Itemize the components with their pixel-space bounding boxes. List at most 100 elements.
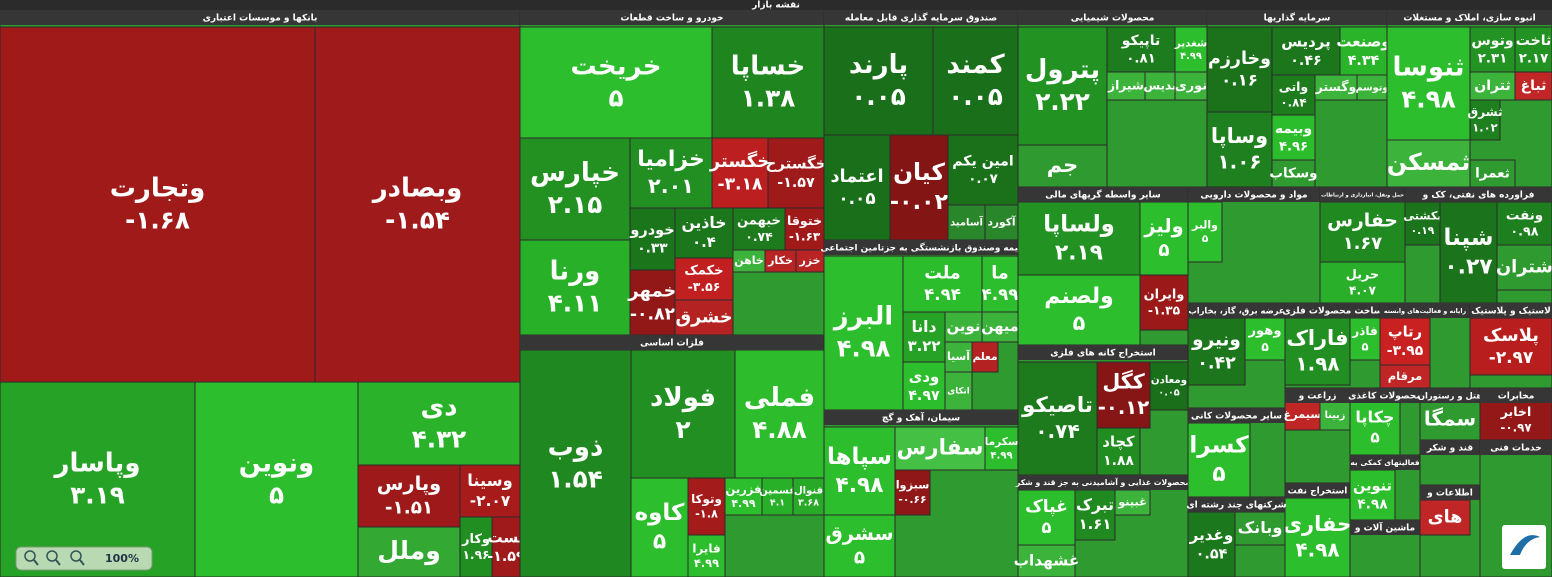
tile-rect[interactable] <box>932 26 1019 136</box>
tile-rect[interactable] <box>314 26 521 383</box>
tile-rect[interactable] <box>889 134 949 241</box>
tile-rect[interactable] <box>944 341 973 373</box>
tile-rect[interactable] <box>711 137 769 209</box>
zoom-button-handle[interactable] <box>55 559 61 566</box>
stock-tile[interactable]: آکورد <box>984 204 1019 241</box>
stock-tile[interactable]: واتی ۰.۸۴ <box>1271 74 1316 116</box>
tile-rect[interactable] <box>674 257 734 301</box>
stock-tile[interactable]: خاذین ۰.۴ <box>674 207 734 259</box>
tile-rect[interactable] <box>1096 361 1151 429</box>
stock-tile[interactable]: وبیمه ۴.۹۶ <box>1271 114 1316 161</box>
stock-tile[interactable]: دانا ۳.۲۲ <box>902 311 946 363</box>
stock-tile[interactable]: پست -۱.۵۹ <box>487 516 525 577</box>
tile-rect[interactable] <box>1496 201 1552 246</box>
stock-tile[interactable]: نوین <box>944 311 983 343</box>
tile-rect[interactable] <box>792 477 825 516</box>
tile-rect[interactable] <box>894 426 986 471</box>
stock-tile[interactable]: سمگا <box>1419 399 1481 441</box>
tile-rect[interactable] <box>1017 361 1098 476</box>
tile-rect[interactable] <box>732 207 786 251</box>
stock-tile[interactable]: خزر <box>795 249 825 273</box>
stock-tile[interactable]: ولیز ۵ <box>1139 201 1189 276</box>
stock-tile[interactable]: دی۴.۳۲ <box>357 381 521 466</box>
tile-rect[interactable] <box>1386 139 1471 188</box>
stock-tile[interactable]: وغدیر ۰.۵۴ <box>1187 511 1236 577</box>
stock-tile[interactable]: فاراک ۱.۹۸ <box>1284 317 1351 386</box>
stock-tile[interactable]: غبینو <box>1114 489 1151 516</box>
tile-rect[interactable] <box>629 207 676 271</box>
tile-rect[interactable] <box>674 207 734 259</box>
tile-rect[interactable] <box>1017 26 1108 146</box>
tile-rect[interactable] <box>724 477 763 516</box>
stock-tile[interactable]: وتوس ۲.۳۱ <box>1469 26 1516 73</box>
stock-tile[interactable]: جم <box>1017 144 1108 188</box>
tile-rect[interactable] <box>1514 71 1552 101</box>
tile-rect[interactable] <box>1234 511 1286 546</box>
stock-tile[interactable]: خگسترح -۱.۵۷ <box>765 137 827 209</box>
tile-rect[interactable] <box>1144 71 1176 101</box>
stock-tile[interactable]: های <box>1419 499 1471 536</box>
tile-rect[interactable] <box>629 137 713 209</box>
tile-rect[interactable] <box>1139 274 1189 331</box>
tile-rect[interactable] <box>459 516 493 577</box>
tile-rect[interactable] <box>1479 399 1552 441</box>
stock-tile[interactable]: ونیرو ۰.۴۲ <box>1187 317 1246 386</box>
tile-rect[interactable] <box>629 269 676 336</box>
stock-tile[interactable]: وسینا -۲.۰۷ <box>459 464 521 518</box>
tile-rect[interactable] <box>1139 201 1189 276</box>
stock-tile[interactable]: حفاری ۴.۹۸ <box>1283 497 1352 577</box>
tile-rect[interactable] <box>1187 201 1223 263</box>
tile-rect[interactable] <box>1469 317 1552 376</box>
tile-rect[interactable] <box>1319 201 1406 263</box>
tile-rect[interactable] <box>519 26 713 139</box>
stock-tile[interactable]: ثباغ <box>1514 71 1552 101</box>
stock-tile[interactable]: وایران-۱.۳۵ <box>1139 274 1189 331</box>
stock-tile[interactable]: امین یکم ۰.۰۷ <box>947 134 1019 206</box>
stock-tile[interactable]: اخابر -۰.۹۷ <box>1479 399 1552 441</box>
stock-tile[interactable]: سشرق ۵ <box>823 514 896 577</box>
tile-rect[interactable] <box>1356 74 1388 101</box>
tile-rect[interactable] <box>947 134 1019 206</box>
stock-tile[interactable]: ما۴.۹۹ <box>981 255 1019 313</box>
tile-rect[interactable] <box>1514 26 1552 73</box>
tile-rect[interactable] <box>1187 422 1251 498</box>
stock-tile[interactable]: شپنا ۰.۲۷ <box>1439 201 1498 304</box>
tile-rect[interactable] <box>0 26 316 383</box>
stock-tile[interactable]: ونفت ۰.۹۸ <box>1496 201 1552 246</box>
tile-rect[interactable] <box>687 534 726 577</box>
tile-rect[interactable] <box>1319 399 1351 431</box>
tile-rect[interactable] <box>971 341 999 373</box>
tile-rect[interactable] <box>823 255 904 411</box>
zoom-button-handle[interactable] <box>79 559 85 566</box>
stock-tile[interactable]: پلاسک-۲.۹۷ <box>1469 317 1552 376</box>
tile-rect[interactable] <box>711 26 825 139</box>
tile-rect[interactable] <box>1349 317 1381 361</box>
stock-tile[interactable]: وتوسم <box>1356 74 1389 101</box>
stock-tile[interactable]: ثتران <box>1469 71 1516 101</box>
stock-tile[interactable]: معلم <box>971 341 999 373</box>
stock-tile[interactable]: میهن <box>981 311 1019 343</box>
stock-tile[interactable]: رتاپ -۳.۹۵ <box>1379 317 1431 366</box>
stock-tile[interactable]: آسیا <box>944 341 973 373</box>
stock-tile[interactable]: وملل <box>357 526 461 577</box>
stock-tile[interactable]: وتوکا-۱.۸ <box>687 477 726 536</box>
stock-tile[interactable]: خودرو ۰.۳۳ <box>629 207 676 271</box>
